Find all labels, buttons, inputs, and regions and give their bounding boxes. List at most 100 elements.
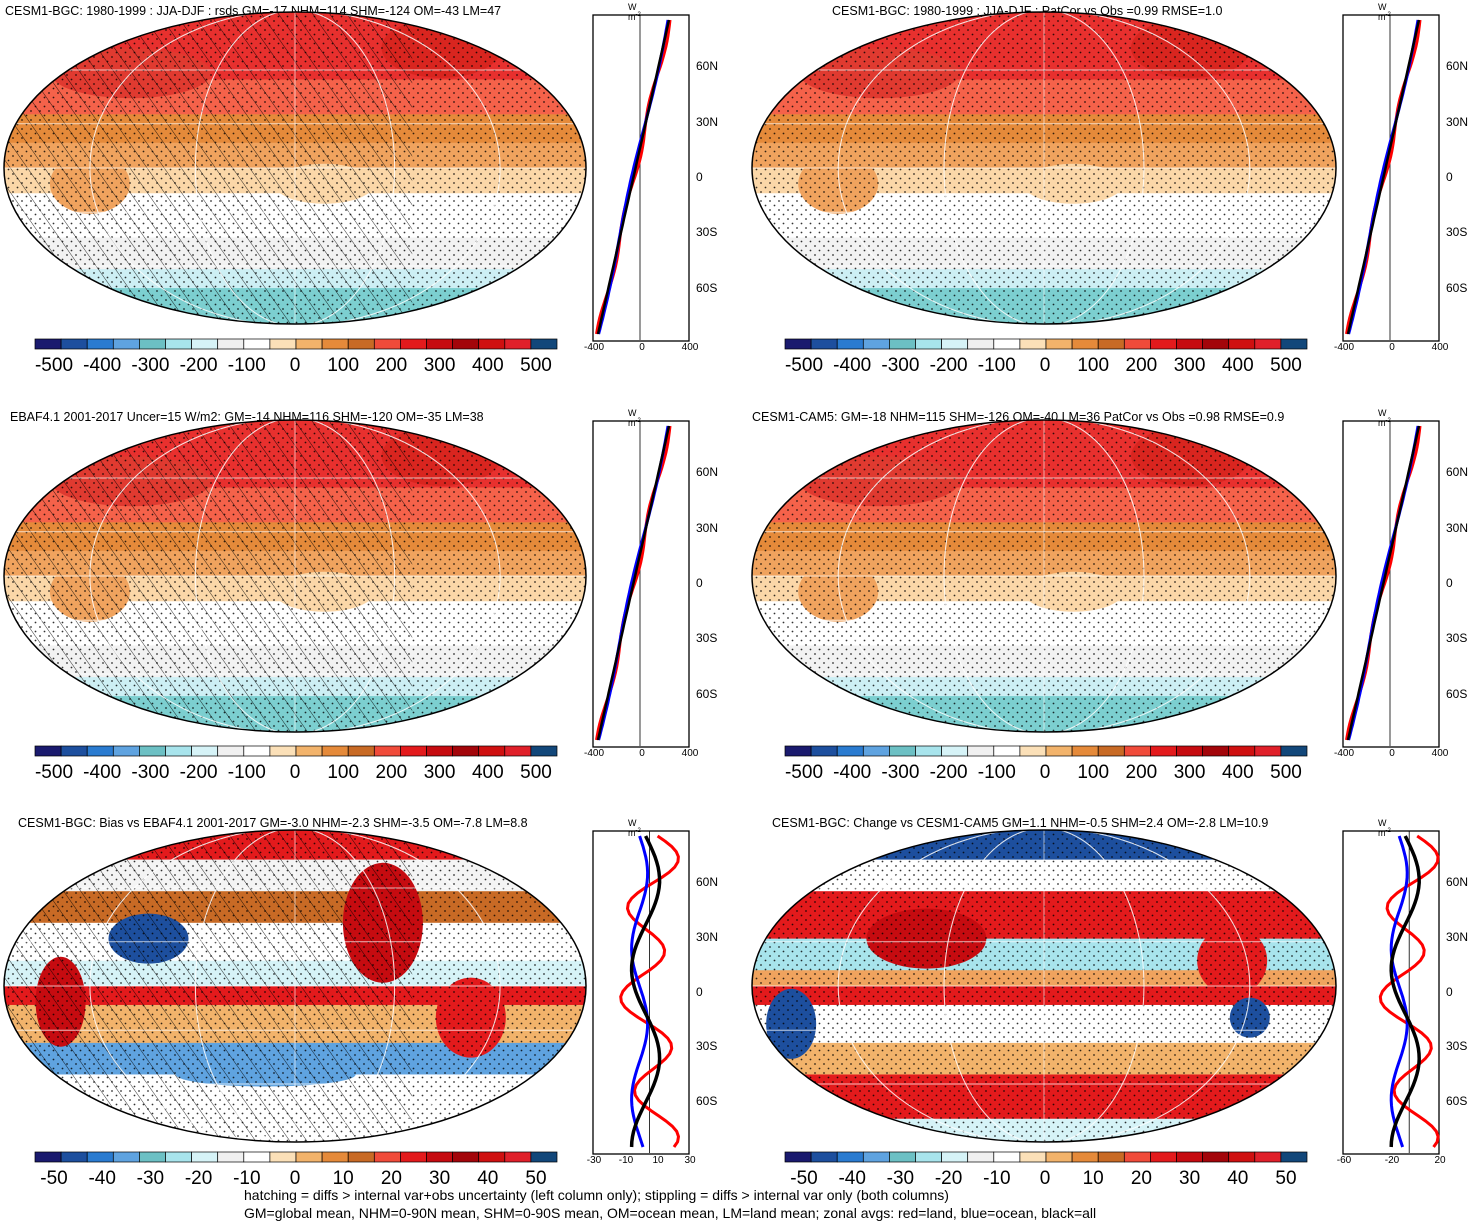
- zonal-x-tick-label: 400: [681, 748, 699, 759]
- latitude-label: 60N: [1446, 874, 1469, 889]
- unit-text: W m: [628, 408, 637, 428]
- latitude-label: 60S: [1446, 1094, 1468, 1109]
- colorbar: [784, 745, 1308, 757]
- panel-title: CESM1-BGC: Change vs CESM1-CAM5 GM=1.1 N…: [772, 816, 1269, 830]
- zonal-x-tick-label: 20: [1434, 1155, 1446, 1166]
- latitude-label: 60S: [696, 686, 718, 701]
- panel-title: CESM1-CAM5: GM=-18 NHM=115 SHM=-126 OM=-…: [752, 410, 1285, 424]
- zonal-x-tick-label: 400: [681, 342, 699, 353]
- colorbar-tick-label: 0: [289, 762, 301, 783]
- latitude-label: 0: [1446, 984, 1453, 999]
- latitude-label: 30N: [1446, 114, 1469, 129]
- colorbar-tick-label: 10: [1082, 1168, 1104, 1189]
- latitude-label: 30S: [696, 225, 718, 240]
- map-plot: [3, 419, 587, 733]
- latitude-label: 0: [1446, 170, 1453, 184]
- panel-title: CESM1-BGC: 1980-1999 : JJA-DJF : rsds GM…: [5, 4, 502, 18]
- colorbar-tick-label: 50: [1275, 1168, 1297, 1189]
- panel-title: CESM1-BGC: 1980-1999 : JJA-DJF : PatCor …: [832, 4, 1223, 18]
- colorbar-tick-label: 100: [327, 762, 360, 783]
- colorbar-labels: -500 -400 -300 -200 -100 0 100 200 300 400 500: [784, 355, 1306, 379]
- colorbar-tick-label: 40: [477, 1168, 499, 1189]
- colorbar-tick-label: 100: [1077, 762, 1110, 783]
- colorbar-tick-label: -100: [977, 762, 1016, 783]
- colorbar-tick-label: 0: [289, 355, 301, 376]
- colorbar-tick-label: 0: [1039, 762, 1051, 783]
- latitude-label: 0: [696, 576, 703, 590]
- zonal-x-tick-label: -400: [583, 748, 605, 759]
- colorbar-tick-label: 30: [429, 1168, 451, 1189]
- colorbar-tick-label: -30: [886, 1168, 915, 1189]
- colorbar-tick-label: -100: [227, 355, 266, 376]
- zonal-x-tick-label: 400: [1431, 748, 1449, 759]
- colorbar-tick-label: -500: [34, 762, 74, 783]
- colorbar-tick-label: -50: [40, 1168, 68, 1189]
- latitude-label: 30N: [696, 520, 719, 535]
- unit-label: W m-2: [1378, 408, 1391, 428]
- colorbar-labels: -500 -400 -300 -200 -100 0 100 200 300 400 500: [34, 762, 556, 786]
- colorbar-tick-label: -20: [934, 1168, 963, 1189]
- zonal-x-tick-label: -20: [1384, 1155, 1400, 1166]
- latitude-label: 0: [696, 984, 703, 999]
- colorbar-tick-label: -40: [88, 1168, 116, 1189]
- latitude-label: 30S: [1446, 1039, 1468, 1054]
- zonal-x-tick-label: 0: [1389, 342, 1395, 353]
- panel-title: EBAF4.1 2001-2017 Uncer=15 W/m2: GM=-14 …: [10, 410, 484, 424]
- unit-exponent: -2: [1385, 12, 1391, 18]
- latitude-label: 60S: [1446, 280, 1468, 295]
- colorbar-tick-label: 100: [1077, 355, 1110, 376]
- colorbar-tick-label: 300: [423, 355, 456, 376]
- colorbar-tick-label: 200: [1125, 762, 1158, 783]
- latitude-label: 60S: [1446, 686, 1468, 701]
- map-plot: [751, 11, 1337, 325]
- colorbar-tick-label: -400: [833, 355, 872, 376]
- map-plot: [3, 829, 587, 1143]
- unit-text: W m: [1378, 818, 1387, 838]
- unit-label: W m-2: [628, 818, 641, 838]
- latitude-label: 30S: [696, 1039, 718, 1054]
- colorbar-tick-label: 0: [1039, 1168, 1051, 1189]
- unit-text: W m: [1378, 408, 1387, 428]
- colorbar-tick-label: 200: [375, 762, 408, 783]
- unit-label: W m-2: [1378, 818, 1391, 838]
- colorbar-tick-label: 300: [1173, 355, 1206, 376]
- zonal-average-plot: [1342, 830, 1440, 1155]
- colorbar: [34, 338, 558, 350]
- latitude-label: 60N: [696, 465, 719, 480]
- colorbar-tick-label: 20: [1130, 1168, 1152, 1189]
- zonal-x-tick-label: -60: [1336, 1155, 1352, 1166]
- colorbar-tick-label: 0: [289, 1168, 301, 1189]
- footer-line-2: GM=global mean, NHM=0-90N mean, SHM=0-90…: [244, 1205, 1097, 1221]
- colorbar-tick-label: -200: [929, 355, 968, 376]
- zonal-average-plot: [1342, 14, 1440, 342]
- footer-line-1: hatching = diffs > internal var+obs unce…: [244, 1187, 949, 1203]
- zonal-x-tick-label: -10: [618, 1155, 634, 1166]
- latitude-label: 30N: [1446, 520, 1469, 535]
- colorbar-tick-label: -400: [833, 762, 872, 783]
- zonal-x-tick-label: 30: [684, 1155, 696, 1166]
- zonal-x-tick-label: 0: [1389, 748, 1395, 759]
- colorbar-tick-label: -50: [790, 1168, 818, 1189]
- map-plot: [751, 419, 1337, 733]
- colorbar-tick-label: 500: [520, 355, 552, 376]
- colorbar-labels: -500 -400 -300 -200 -100 0 100 200 300 400 500: [784, 762, 1306, 786]
- zonal-x-tick-label: 10: [652, 1155, 664, 1166]
- unit-exponent: -2: [1385, 418, 1391, 424]
- colorbar-tick-label: -10: [983, 1168, 1011, 1189]
- colorbar-tick-label: 40: [1227, 1168, 1249, 1189]
- colorbar-tick-label: 400: [1221, 355, 1254, 376]
- zonal-average-plot: [1342, 420, 1440, 748]
- colorbar-tick-label: -40: [838, 1168, 866, 1189]
- zonal-average-plot: [592, 830, 690, 1155]
- latitude-label: 30N: [696, 114, 719, 129]
- unit-exponent: -2: [635, 418, 641, 424]
- unit-text: W m: [1378, 2, 1387, 22]
- colorbar-labels: -50 -40 -30 -20 -10 0 10 20 30 40 50: [784, 1168, 1306, 1192]
- zonal-x-tick-label: -400: [583, 342, 605, 353]
- colorbar: [784, 1151, 1308, 1163]
- colorbar-tick-label: 200: [1125, 355, 1158, 376]
- colorbar-tick-label: 300: [423, 762, 456, 783]
- latitude-label: 30S: [696, 631, 718, 646]
- latitude-label: 60S: [696, 280, 718, 295]
- latitude-label: 60N: [1446, 465, 1469, 480]
